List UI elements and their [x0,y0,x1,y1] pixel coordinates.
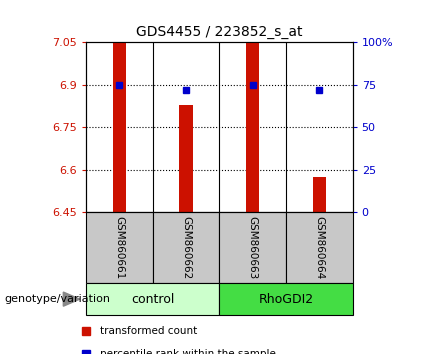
Text: genotype/variation: genotype/variation [4,294,111,304]
Bar [246,42,259,212]
Bar [86,283,219,315]
Bar [179,105,193,212]
Bar [113,42,126,212]
Bar [219,212,286,283]
Text: transformed count: transformed count [100,326,197,337]
Bar [313,177,326,212]
Bar [286,212,353,283]
Text: GSM860664: GSM860664 [314,216,324,279]
Title: GDS4455 / 223852_s_at: GDS4455 / 223852_s_at [136,25,303,39]
Text: RhoGDI2: RhoGDI2 [258,293,313,306]
Text: GSM860662: GSM860662 [181,216,191,279]
Bar [153,212,219,283]
Text: control: control [131,293,174,306]
Text: percentile rank within the sample: percentile rank within the sample [100,349,276,354]
Bar [219,283,353,315]
Text: GSM860663: GSM860663 [248,216,258,279]
Bar [86,212,153,283]
Text: GSM860661: GSM860661 [114,216,124,279]
Polygon shape [63,292,80,306]
